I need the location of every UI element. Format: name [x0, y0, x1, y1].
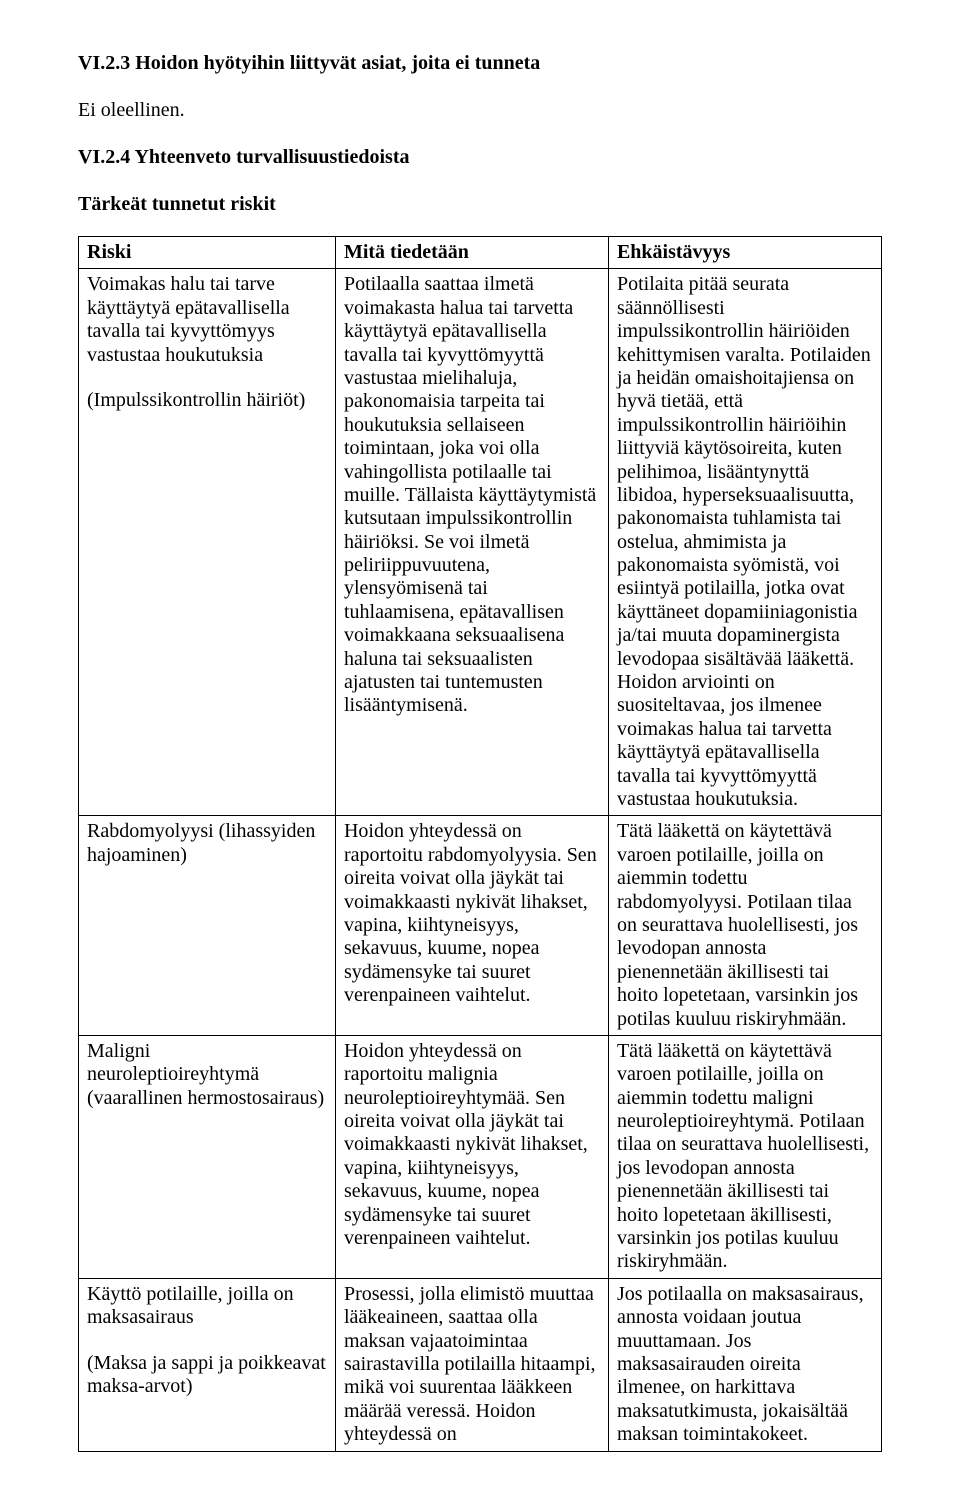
section-heading-benefits-unknown: VI.2.3 Hoidon hyötyihin liittyvät asiat,… [78, 52, 882, 75]
risk-label: Rabdomyolyysi (lihassyiden hajoaminen) [87, 820, 327, 867]
section-heading-safety-summary: VI.2.4 Yhteenveto turvallisuustiedoista [78, 146, 882, 169]
prevent-cell: Potilaita pitää seurata säännöllisesti i… [608, 269, 881, 816]
prevent-cell: Tätä lääkettä on käytettävä varoen potil… [608, 1035, 881, 1278]
known-cell: Potilaalla saattaa ilmetä voimakasta hal… [335, 269, 608, 816]
risk-cell: Rabdomyolyysi (lihassyiden hajoaminen) [79, 816, 336, 1036]
table-row: Voimakas halu tai tarve käyttäytyä epäta… [79, 269, 882, 816]
table-header-row: Riski Mitä tiedetään Ehkäistävyys [79, 237, 882, 269]
prevent-cell: Jos potilaalla on maksasairaus, annosta … [608, 1278, 881, 1451]
prevent-cell: Tätä lääkettä on käytettävä varoen potil… [608, 816, 881, 1036]
known-cell: Hoidon yhteydessä on raportoitu rabdomyo… [335, 816, 608, 1036]
document-page: VI.2.3 Hoidon hyötyihin liittyvät asiat,… [0, 0, 960, 1492]
col-header-known: Mitä tiedetään [335, 237, 608, 269]
col-header-prevent: Ehkäistävyys [608, 237, 881, 269]
subheading-known-risks: Tärkeät tunnetut riskit [78, 193, 882, 216]
risk-cell: Käyttö potilaille, joilla on maksasairau… [79, 1278, 336, 1451]
risk-sublabel: (Maksa ja sappi ja poikkeavat maksa-arvo… [87, 1352, 327, 1399]
risk-cell: Maligni neuroleptioireyhtymä (vaaralline… [79, 1035, 336, 1278]
paragraph-not-applicable: Ei oleellinen. [78, 99, 882, 122]
table-row: Maligni neuroleptioireyhtymä (vaaralline… [79, 1035, 882, 1278]
risk-label: Voimakas halu tai tarve käyttäytyä epäta… [87, 273, 327, 367]
table-row: Käyttö potilaille, joilla on maksasairau… [79, 1278, 882, 1451]
risk-sublabel: (Impulssikontrollin häiriöt) [87, 389, 327, 412]
risk-label: Käyttö potilaille, joilla on maksasairau… [87, 1283, 327, 1330]
risk-label: Maligni neuroleptioireyhtymä (vaaralline… [87, 1040, 327, 1110]
known-cell: Hoidon yhteydessä on raportoitu malignia… [335, 1035, 608, 1278]
table-row: Rabdomyolyysi (lihassyiden hajoaminen) H… [79, 816, 882, 1036]
known-cell: Prosessi, jolla elimistö muuttaa lääkeai… [335, 1278, 608, 1451]
col-header-risk: Riski [79, 237, 336, 269]
risk-cell: Voimakas halu tai tarve käyttäytyä epäta… [79, 269, 336, 816]
risk-table: Riski Mitä tiedetään Ehkäistävyys Voimak… [78, 236, 882, 1452]
